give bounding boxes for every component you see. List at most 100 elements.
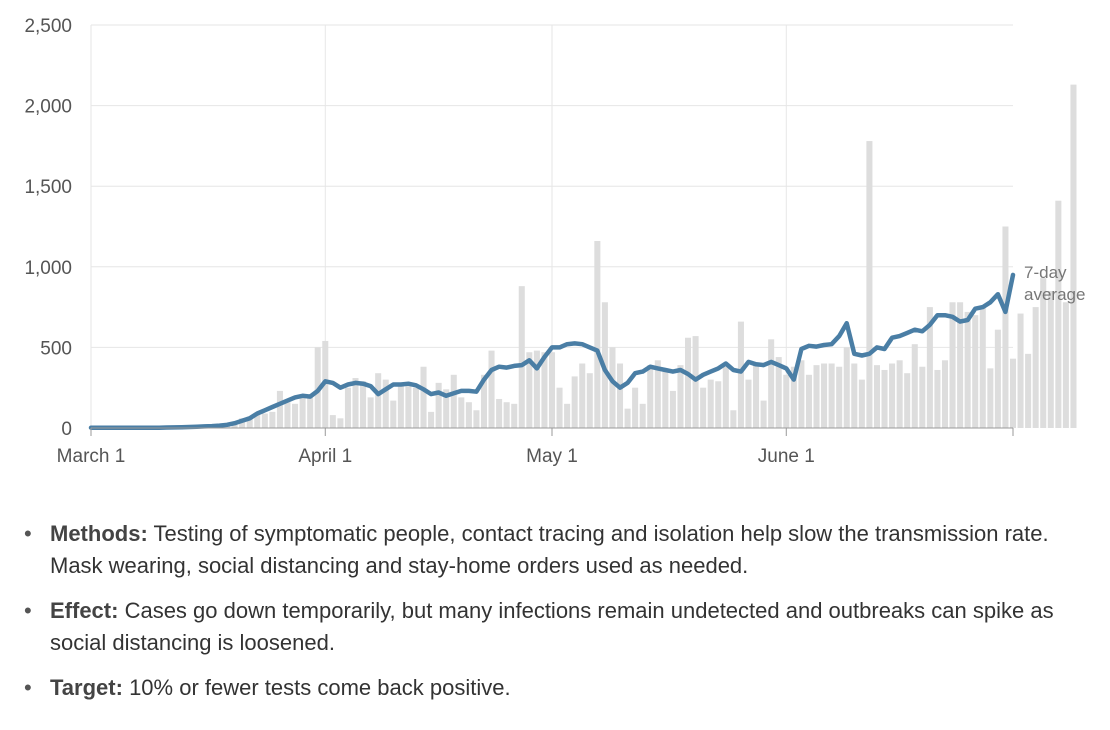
daily-case-bar (405, 386, 412, 428)
daily-case-bar (889, 363, 896, 428)
daily-case-bar (344, 387, 351, 428)
daily-case-bar (1017, 313, 1024, 428)
note-target-label: Target: (50, 675, 123, 700)
daily-case-bar (412, 387, 419, 428)
y-tick-label: 1,500 (24, 177, 72, 198)
daily-case-bar (813, 365, 820, 428)
daily-case-bar (805, 374, 812, 428)
daily-case-bar (790, 366, 797, 428)
daily-case-bar (745, 379, 752, 428)
daily-case-bar (760, 400, 767, 428)
note-methods-text: Testing of symptomatic people, contact t… (50, 521, 1049, 578)
daily-case-bar (261, 413, 268, 428)
daily-case-bar (1040, 278, 1047, 428)
daily-case-bar (949, 302, 956, 428)
daily-case-bar (639, 403, 646, 428)
daily-case-bar (873, 365, 880, 428)
daily-case-bar (858, 379, 865, 428)
daily-case-bar (556, 387, 563, 428)
note-target-text: 10% or fewer tests come back positive. (129, 675, 511, 700)
daily-case-bar (284, 402, 291, 428)
y-tick-label: 2,500 (24, 16, 72, 37)
daily-case-bar (1032, 307, 1039, 428)
daily-case-bar (526, 352, 533, 428)
daily-case-bar (722, 366, 729, 428)
daily-case-bar (707, 379, 714, 428)
x-tick-label: June 1 (758, 446, 815, 467)
note-effect-label: Effect: (50, 598, 119, 623)
daily-case-bar (390, 400, 397, 428)
daily-case-bar (957, 302, 964, 428)
daily-case-bar (1025, 353, 1032, 428)
daily-case-bar (1047, 290, 1054, 428)
gridlines (90, 24, 1013, 428)
daily-case-bar (299, 395, 306, 428)
daily-case-bar (994, 329, 1001, 428)
daily-case-bar (254, 415, 261, 428)
chart-svg: 0 500 1,000 1,500 2,000 2,500 March 1 April 1 Ma… (24, 16, 1085, 467)
daily-case-bar (564, 403, 571, 428)
daily-case-bar (624, 408, 631, 428)
daily-case-bar (821, 363, 828, 428)
daily-case-bar (609, 347, 616, 428)
daily-case-bar (488, 350, 495, 428)
daily-case-bar (352, 378, 359, 428)
daily-case-bar (382, 379, 389, 428)
seven-day-average-line (88, 272, 1016, 430)
daily-case-bar (753, 363, 760, 428)
daily-case-bar (307, 397, 314, 428)
daily-case-bar (881, 369, 888, 428)
daily-case-bar (337, 418, 344, 428)
daily-case-bar (450, 374, 457, 428)
daily-case-bar (541, 352, 548, 428)
daily-case-bar (616, 363, 624, 428)
x-tick-label: May 1 (526, 446, 578, 467)
daily-case-bar (435, 382, 442, 428)
daily-case-bar (783, 374, 790, 428)
daily-case-bar (632, 387, 639, 428)
daily-case-bar (730, 410, 737, 428)
daily-case-bar (292, 403, 299, 428)
daily-case-bar (843, 347, 850, 428)
daily-case-bar (586, 373, 593, 428)
daily-case-bar (1002, 226, 1009, 428)
daily-case-bar (511, 403, 518, 428)
daily-case-bar (375, 373, 382, 428)
daily-case-bar (685, 337, 692, 428)
daily-case-bar (1070, 84, 1077, 429)
daily-case-bar (866, 141, 873, 428)
daily-case-bar (647, 365, 654, 428)
daily-case-bars (163, 84, 1077, 429)
annotation-line-2: average (1024, 285, 1085, 304)
daily-case-bar (828, 363, 835, 428)
daily-case-bar (836, 366, 843, 428)
daily-case-bar (911, 344, 918, 428)
x-tick-label: March 1 (57, 446, 126, 467)
daily-case-bar (496, 398, 503, 428)
daily-case-bar (594, 241, 601, 428)
daily-case-bar (934, 369, 941, 428)
daily-case-bar (768, 339, 775, 428)
daily-case-bar (231, 424, 238, 428)
daily-case-bar (1062, 302, 1069, 428)
y-tick-label: 1,000 (24, 258, 72, 279)
note-methods: Methods: Testing of symptomatic people, … (20, 518, 1100, 582)
daily-case-bar (896, 360, 903, 428)
y-tick-label: 500 (40, 338, 72, 359)
note-effect: Effect: Cases go down temporarily, but m… (20, 595, 1100, 659)
daily-case-bar (269, 411, 276, 428)
daily-case-bar (579, 363, 586, 428)
daily-case-bar (798, 360, 805, 428)
note-target: Target: 10% or fewer tests come back pos… (20, 672, 1100, 704)
daily-case-bar (458, 397, 465, 428)
daily-case-bar (239, 418, 246, 428)
daily-case-bar (926, 307, 933, 428)
daily-case-bar (329, 415, 336, 428)
daily-case-bar (692, 336, 699, 428)
daily-case-bar (775, 357, 782, 428)
daily-case-bar (518, 286, 525, 428)
daily-case-bar (360, 381, 367, 428)
daily-case-bar (420, 366, 427, 428)
daily-case-bar (533, 350, 540, 428)
daily-case-bar (480, 374, 488, 428)
